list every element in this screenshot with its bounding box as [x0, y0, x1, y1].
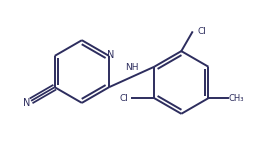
Text: Cl: Cl [119, 94, 128, 103]
Text: N: N [107, 50, 114, 60]
Text: N: N [22, 98, 30, 108]
Text: CH₃: CH₃ [228, 94, 244, 103]
Text: NH: NH [125, 63, 138, 72]
Text: Cl: Cl [197, 27, 206, 36]
